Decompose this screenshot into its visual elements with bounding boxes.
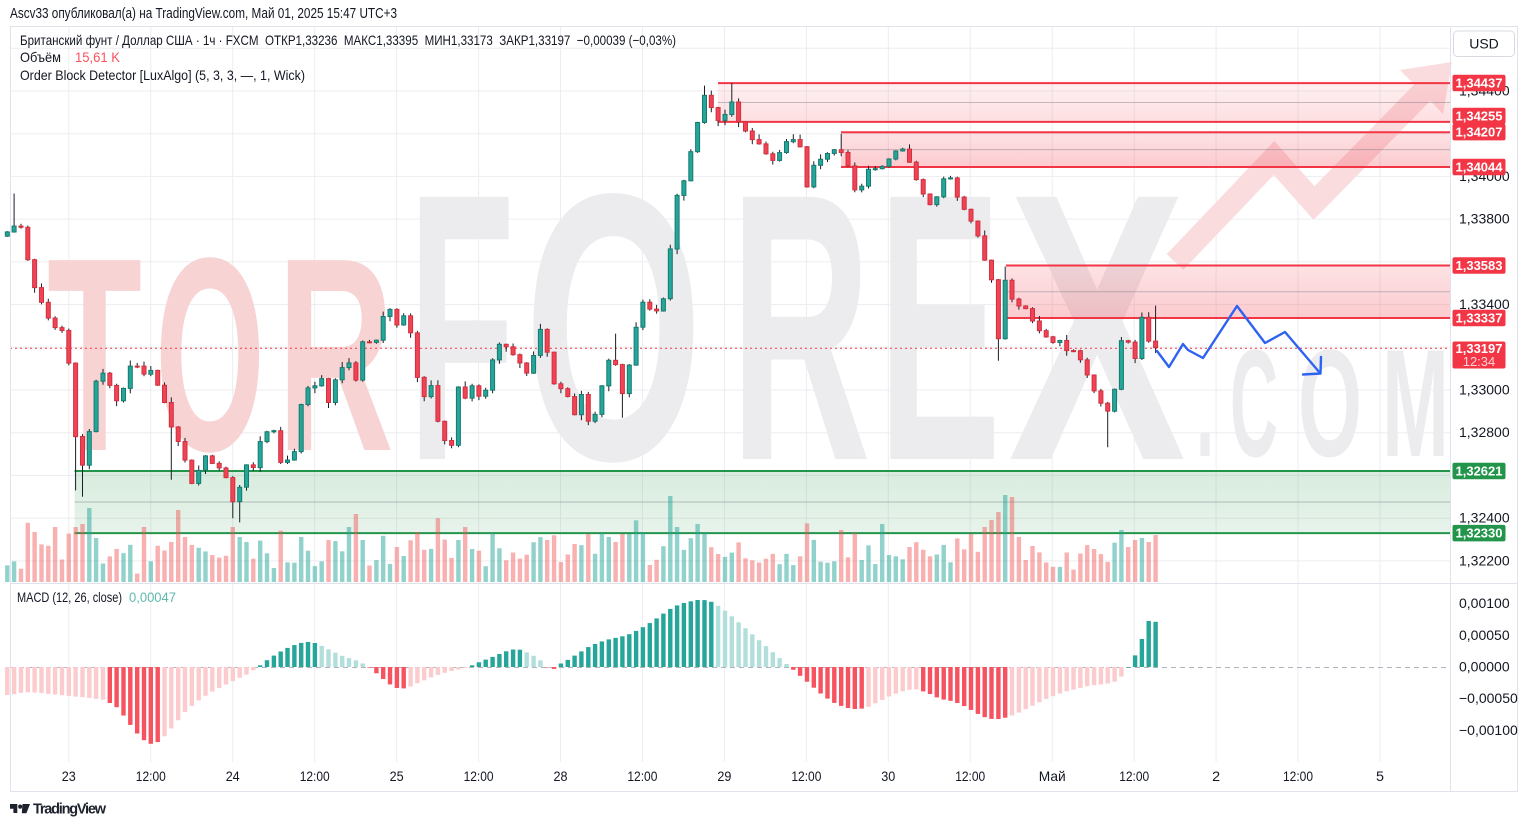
svg-text:Британский фунт / Доллар США ·: Британский фунт / Доллар США · 1ч · FXCM…: [20, 32, 676, 48]
svg-text:30: 30: [881, 768, 895, 784]
svg-text:O: O: [524, 114, 703, 540]
svg-text:O: O: [1298, 318, 1362, 489]
svg-text:F: F: [408, 114, 515, 540]
svg-text:12:00: 12:00: [1283, 768, 1313, 784]
svg-text:Объём: Объём: [20, 49, 61, 65]
svg-text:E: E: [878, 114, 1001, 540]
svg-text:12:00: 12:00: [136, 768, 166, 784]
svg-text:12:00: 12:00: [955, 768, 985, 784]
svg-text:0,00000: 0,00000: [1459, 659, 1510, 675]
svg-text:5: 5: [1376, 768, 1384, 784]
svg-text:0,00100: 0,00100: [1459, 595, 1510, 611]
svg-text:12:00: 12:00: [464, 768, 494, 784]
svg-text:12:00: 12:00: [300, 768, 330, 784]
svg-text:.: .: [1196, 318, 1214, 489]
svg-text:1,33197: 1,33197: [1456, 341, 1503, 356]
svg-text:29: 29: [717, 768, 731, 784]
svg-text:23: 23: [62, 768, 76, 784]
svg-text:1,34437: 1,34437: [1456, 76, 1503, 91]
svg-text:1,34255: 1,34255: [1456, 109, 1503, 124]
svg-text:15,61 K: 15,61 K: [75, 49, 121, 65]
svg-text:−0,00100: −0,00100: [1459, 722, 1518, 738]
svg-text:1,33337: 1,33337: [1456, 311, 1503, 326]
svg-text:TradingView: TradingView: [33, 802, 107, 818]
svg-text:1,32400: 1,32400: [1459, 510, 1510, 526]
svg-text:1,33000: 1,33000: [1459, 382, 1510, 398]
svg-text:12:00: 12:00: [791, 768, 821, 784]
svg-text:1,33583: 1,33583: [1456, 258, 1503, 273]
svg-text:0,00047: 0,00047: [129, 589, 176, 605]
svg-text:C: C: [1230, 318, 1278, 489]
svg-text:25: 25: [390, 768, 404, 784]
svg-text:12:00: 12:00: [627, 768, 657, 784]
svg-text:R: R: [730, 114, 871, 540]
svg-text:12:34: 12:34: [1463, 354, 1496, 369]
svg-text:1,32330: 1,32330: [1456, 526, 1503, 541]
svg-text:0,00050: 0,00050: [1459, 627, 1510, 643]
svg-text:1,32800: 1,32800: [1459, 424, 1510, 440]
svg-text:1,34044: 1,34044: [1456, 160, 1504, 175]
svg-text:1,32200: 1,32200: [1459, 552, 1510, 568]
svg-text:MACD (12, 26, close): MACD (12, 26, close): [17, 589, 122, 605]
svg-text:Order Block Detector [LuxAlgo]: Order Block Detector [LuxAlgo] (5, 3, 3,…: [20, 67, 305, 83]
svg-text:24: 24: [226, 768, 240, 784]
svg-text:2: 2: [1212, 768, 1220, 784]
svg-text:1,32621: 1,32621: [1456, 464, 1503, 479]
svg-text:12:00: 12:00: [1119, 768, 1149, 784]
svg-text:R: R: [277, 201, 394, 509]
svg-text:T: T: [47, 201, 142, 509]
svg-text:1,33800: 1,33800: [1459, 211, 1510, 227]
svg-text:−0,00050: −0,00050: [1459, 690, 1518, 706]
svg-text:28: 28: [554, 768, 568, 784]
svg-text:1,33400: 1,33400: [1459, 296, 1510, 312]
svg-text:1,34207: 1,34207: [1456, 125, 1503, 140]
svg-text:USD: USD: [1469, 36, 1499, 52]
svg-text:Ascv33 опубликовал(а) на Tradi: Ascv33 опубликовал(а) на TradingView.com…: [10, 6, 397, 22]
svg-text:Май: Май: [1039, 768, 1066, 784]
svg-text:M: M: [1382, 318, 1449, 489]
